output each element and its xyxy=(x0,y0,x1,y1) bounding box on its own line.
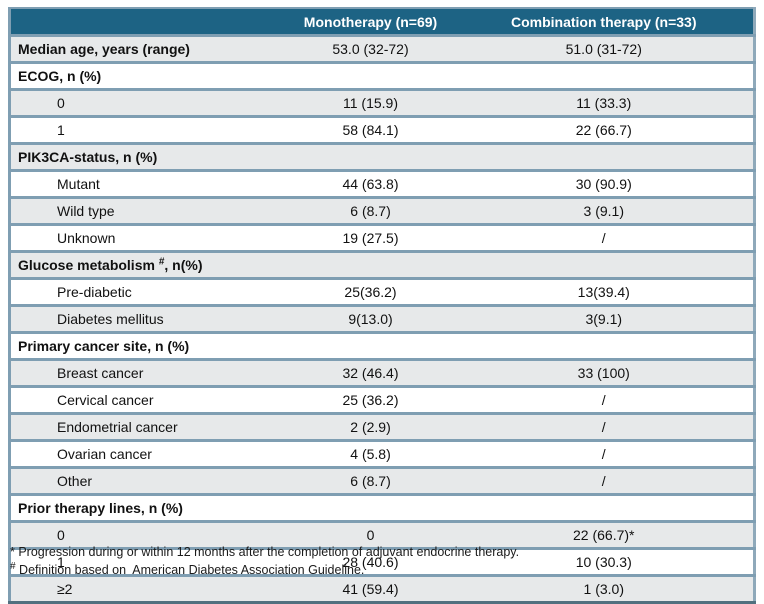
table-row: 0 0 22 (66.7)* xyxy=(9,521,755,550)
table-row: Endometrial cancer 2 (2.9) / xyxy=(9,413,755,442)
monotherapy-value xyxy=(286,143,455,172)
combination-value: 22 (66.7) xyxy=(454,116,755,145)
table-row: 0 11 (15.9) 11 (33.3) xyxy=(9,89,755,118)
monotherapy-value: 2 (2.9) xyxy=(286,413,455,442)
table-row: ≥2 41 (59.4) 1 (3.0) xyxy=(9,575,755,603)
row-label: Primary cancer site, n (%) xyxy=(9,332,287,361)
monotherapy-value: 41 (59.4) xyxy=(342,581,399,597)
monotherapy-value: 4 (5.8) xyxy=(286,440,455,469)
combination-value: 3(9.1) xyxy=(454,305,755,334)
combination-value: 3 (9.1) xyxy=(454,197,755,226)
combination-value: 11 (33.3) xyxy=(454,89,755,118)
combination-value: / xyxy=(454,386,755,415)
footnote-line: * Progression during or within 12 months… xyxy=(10,545,520,559)
row-label: Glucose metabolism #, n(%) xyxy=(9,251,287,280)
row-label: Ovarian cancer xyxy=(9,440,287,469)
monotherapy-value: 44 (63.8) xyxy=(286,170,455,199)
table-header: Monotherapy (n=69) Combination therapy (… xyxy=(9,8,755,37)
table-row: Median age, years (range) 53.0 (32-72) 51.… xyxy=(9,35,755,64)
table-row: Diabetes mellitus 9(13.0) 3(9.1) xyxy=(9,305,755,334)
table-row: ECOG, n (%) xyxy=(9,62,755,91)
table-row: PIK3CA-status, n (%) xyxy=(9,143,755,172)
table-row: Mutant 44 (63.8) 30 (90.9) xyxy=(9,170,755,199)
monotherapy-value: 19 (27.5) xyxy=(286,224,455,253)
row-label: Endometrial cancer xyxy=(9,413,287,442)
row-label: Unknown xyxy=(9,224,287,253)
combination-value xyxy=(454,143,755,172)
baseline-characteristics-table: Monotherapy (n=69) Combination therapy (… xyxy=(8,7,756,604)
row-label: ECOG, n (%) xyxy=(9,62,287,91)
combination-value: 33 (100) xyxy=(454,359,755,388)
combination-value: 51.0 (31-72) xyxy=(454,35,755,64)
combination-value xyxy=(454,494,755,523)
monotherapy-value xyxy=(286,494,455,523)
table-row: 1 28 (40.6) 10 (30.3) xyxy=(9,548,755,577)
data-table: Monotherapy (n=69) Combination therapy (… xyxy=(8,7,756,604)
monotherapy-value: 0 xyxy=(286,521,455,550)
table-row: Ovarian cancer 4 (5.8) / xyxy=(9,440,755,469)
combination-value: 30 (90.9) xyxy=(454,170,755,199)
combination-value: / xyxy=(454,440,755,469)
row-label: Wild type xyxy=(9,197,287,226)
row-label: Median age, years (range) xyxy=(9,35,287,64)
column-header-monotherapy: Monotherapy (n=69) xyxy=(286,8,455,37)
row-label: Breast cancer xyxy=(9,359,287,388)
monotherapy-value xyxy=(286,62,455,91)
column-header-combination: Combination therapy (n=33) xyxy=(454,8,755,37)
table-body: Median age, years (range) 53.0 (32-72) 51.… xyxy=(9,35,755,603)
combination-value: / xyxy=(454,224,755,253)
monotherapy-value: 58 (84.1) xyxy=(286,116,455,145)
row-label: 1 xyxy=(9,116,287,145)
combination-value: 13(39.4) xyxy=(454,278,755,307)
row-label: 0 xyxy=(9,89,287,118)
table-row: Cervical cancer 25 (36.2) / xyxy=(9,386,755,415)
combination-value: 22 (66.7)* xyxy=(454,521,755,550)
monotherapy-value: 25 (36.2) xyxy=(286,386,455,415)
monotherapy-value xyxy=(286,251,455,280)
monotherapy-value: 25(36.2) xyxy=(286,278,455,307)
combination-value xyxy=(454,62,755,91)
footnotes: * Progression during or within 12 months… xyxy=(10,543,519,579)
monotherapy-value: 9(13.0) xyxy=(286,305,455,334)
row-label: PIK3CA-status, n (%) xyxy=(9,143,287,172)
monotherapy-value: 32 (46.4) xyxy=(286,359,455,388)
table-row: Primary cancer site, n (%) xyxy=(9,332,755,361)
row-label: 1 xyxy=(9,548,287,577)
table-row: Pre-diabetic 25(36.2) 13(39.4) xyxy=(9,278,755,307)
monotherapy-value: 6 (8.7) xyxy=(286,197,455,226)
combination-value xyxy=(454,251,755,280)
monotherapy-value: 11 (15.9) xyxy=(286,89,455,118)
monotherapy-value: 28 (40.6) xyxy=(286,548,455,577)
row-label: Pre-diabetic xyxy=(9,278,287,307)
combination-value: 10 (30.3) xyxy=(454,548,755,577)
row-label: 0 xyxy=(9,521,287,550)
row-label: Prior therapy lines, n (%) xyxy=(9,494,287,523)
footnote-line: # Definition based on American Diabetes … xyxy=(10,560,365,577)
monotherapy-value: 53.0 (32-72) xyxy=(286,35,455,64)
table-row: 1 58 (84.1) 22 (66.7) xyxy=(9,116,755,145)
row-label: Cervical cancer xyxy=(9,386,287,415)
monotherapy-value: 6 (8.7) xyxy=(286,467,455,496)
combination-value: / xyxy=(454,413,755,442)
table-row: Breast cancer 32 (46.4) 33 (100) xyxy=(9,359,755,388)
combination-value: 1 (3.0) xyxy=(583,581,624,597)
table-row: Wild type 6 (8.7) 3 (9.1) xyxy=(9,197,755,226)
table-row: Unknown 19 (27.5) / xyxy=(9,224,755,253)
row-label: ≥2 xyxy=(57,581,73,597)
table-row: Prior therapy lines, n (%) xyxy=(9,494,755,523)
row-label: Other xyxy=(9,467,287,496)
footnote-marker: # xyxy=(158,256,165,268)
combination-value: / xyxy=(454,467,755,496)
header-row: Monotherapy (n=69) Combination therapy (… xyxy=(9,8,755,37)
column-header-empty xyxy=(9,8,287,37)
table-row: Glucose metabolism #, n(%) xyxy=(9,251,755,280)
row-label: Diabetes mellitus xyxy=(9,305,287,334)
combination-value xyxy=(454,332,755,361)
row-label: Mutant xyxy=(9,170,287,199)
footnote-marker: # xyxy=(10,560,16,572)
table-row: Other 6 (8.7) / xyxy=(9,467,755,496)
monotherapy-value xyxy=(286,332,455,361)
